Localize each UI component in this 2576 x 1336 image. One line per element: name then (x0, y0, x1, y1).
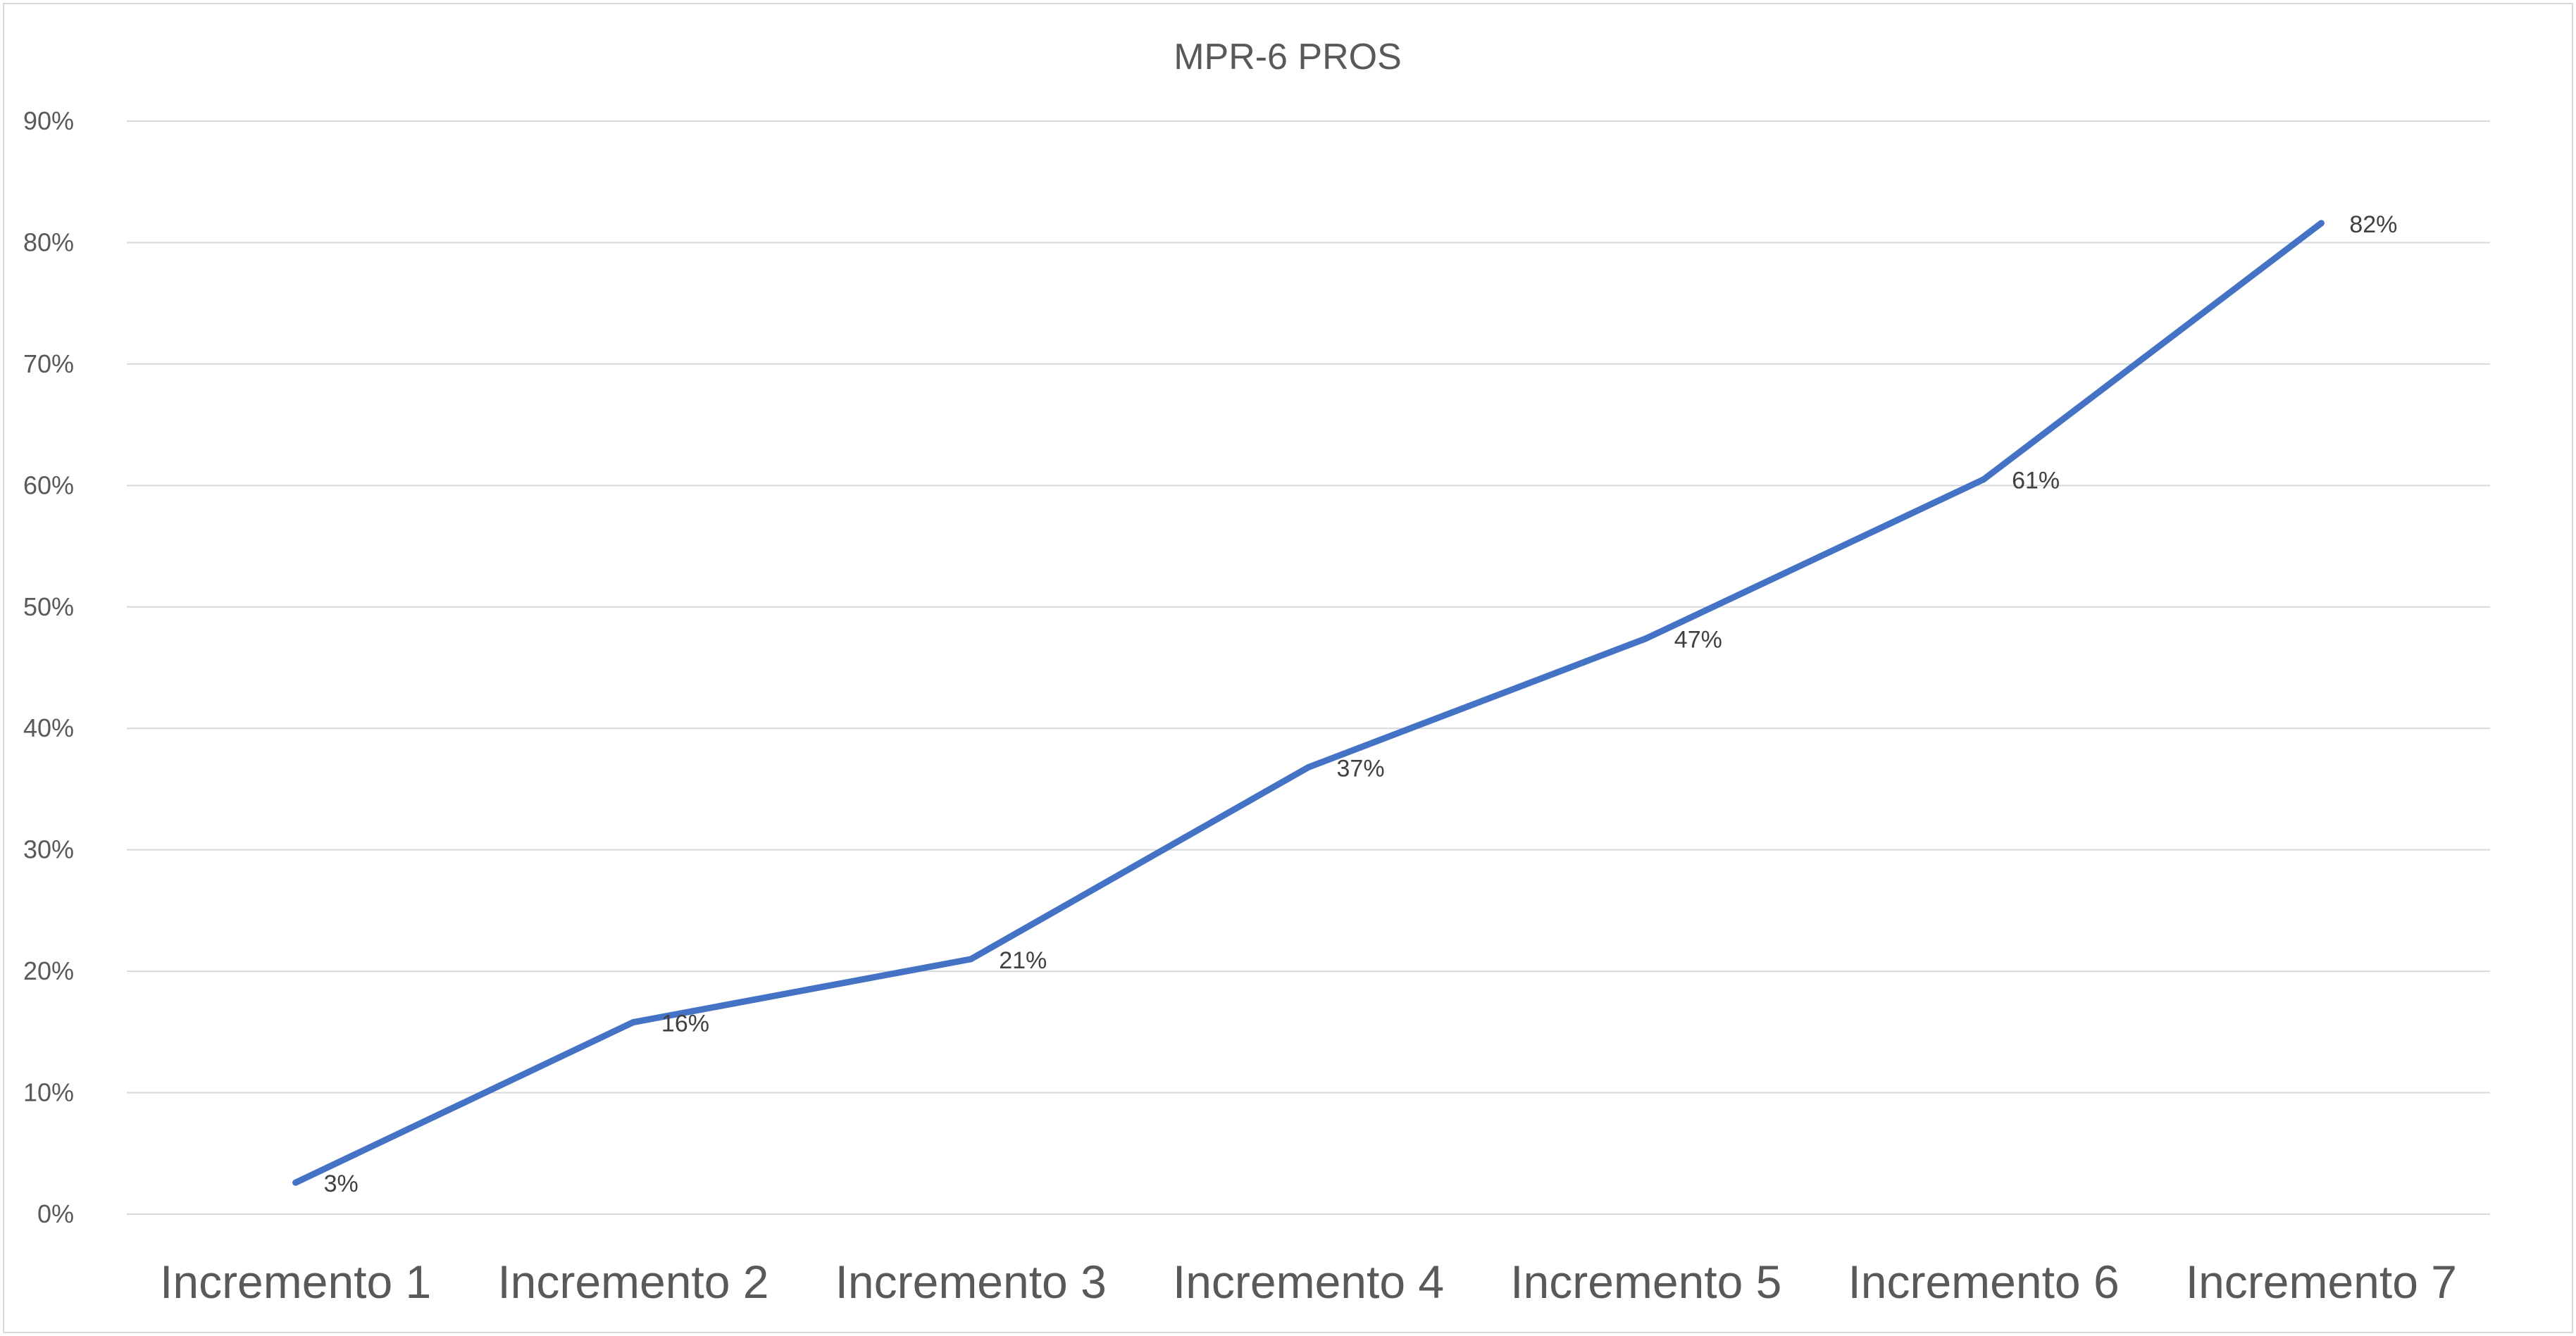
data-point (292, 1179, 299, 1186)
data-label: 82% (2349, 211, 2397, 238)
x-tick-label: Incremento 7 (2186, 1256, 2457, 1308)
y-axis-ticks: 0% 10% 20% 30% 40% 50% 60% 70% 80% 90% (23, 106, 74, 1228)
x-tick-label: Incremento 3 (835, 1256, 1107, 1308)
x-tick-label: Incremento 1 (160, 1256, 431, 1308)
data-point (2317, 220, 2325, 227)
data-label: 61% (2012, 468, 2060, 494)
data-labels: 3% 16% 21% 37% 47% 61% 82% (324, 211, 2398, 1197)
chart-title: MPR-6 PROS (1174, 37, 1402, 77)
y-tick-label: 90% (23, 106, 74, 135)
y-tick-label: 40% (23, 713, 74, 742)
data-label: 16% (661, 1011, 709, 1037)
x-tick-label: Incremento 5 (1510, 1256, 1781, 1308)
y-tick-label: 0% (37, 1199, 74, 1228)
chart-frame (3, 3, 2573, 1333)
data-label: 3% (324, 1170, 359, 1197)
data-label: 37% (1337, 755, 1385, 782)
x-tick-label: Incremento 2 (497, 1256, 769, 1308)
data-point (1643, 635, 1650, 642)
x-tick-label: Incremento 4 (1173, 1256, 1444, 1308)
data-point (1980, 476, 1987, 483)
data-point (630, 1019, 637, 1026)
gridlines (127, 120, 2490, 1215)
x-tick-label: Incremento 6 (1848, 1256, 2119, 1308)
y-tick-label: 60% (23, 470, 74, 499)
x-axis-ticks: Incremento 1 Incremento 2 Incremento 3 Incr… (160, 1256, 2457, 1308)
y-tick-label: 20% (23, 956, 74, 985)
series-line (292, 220, 2325, 1186)
data-point (967, 956, 974, 963)
y-tick-label: 50% (23, 592, 74, 621)
y-tick-label: 70% (23, 349, 74, 378)
series-group (292, 220, 2325, 1186)
y-tick-label: 80% (23, 227, 74, 256)
y-tick-label: 10% (23, 1078, 74, 1107)
data-point (1305, 763, 1312, 770)
data-label: 47% (1674, 627, 1722, 654)
data-label: 21% (999, 947, 1047, 974)
y-tick-label: 30% (23, 835, 74, 864)
